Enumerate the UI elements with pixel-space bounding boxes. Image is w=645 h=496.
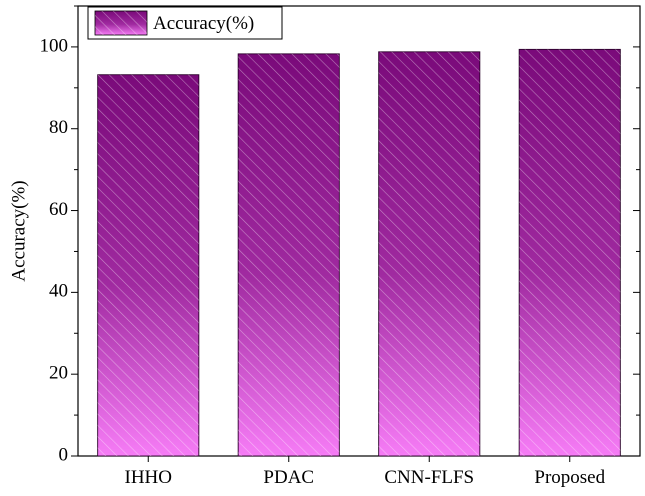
bars-group — [97, 48, 621, 457]
y-tick-label: 40 — [49, 281, 68, 302]
legend-label: Accuracy(%) — [153, 13, 254, 34]
x-axis: IHHO PDAC CNN-FLFS Proposed — [125, 456, 606, 488]
y-tick-label: 80 — [49, 117, 68, 138]
y-axis-title: Accuracy(%) — [8, 180, 29, 281]
bar-hatch — [97, 74, 199, 457]
y-tick-label: 0 — [59, 444, 69, 465]
y-axis: 0 20 40 60 80 100 — [40, 5, 640, 465]
y-tick-label: 60 — [49, 199, 68, 220]
x-tick-label: IHHO — [125, 467, 173, 488]
legend: Accuracy(%) — [87, 6, 283, 40]
x-tick-label: CNN-FLFS — [384, 467, 474, 488]
bar-hatch — [238, 53, 340, 456]
legend-swatch-hatch — [95, 11, 147, 35]
y-tick-label: 100 — [40, 35, 69, 56]
y-tick-label: 20 — [49, 363, 68, 384]
bar-hatch — [519, 49, 621, 456]
x-tick-label: PDAC — [263, 467, 314, 488]
plot-frame — [77, 5, 641, 457]
x-tick-label: Proposed — [534, 467, 605, 488]
bar-hatch — [378, 51, 480, 457]
